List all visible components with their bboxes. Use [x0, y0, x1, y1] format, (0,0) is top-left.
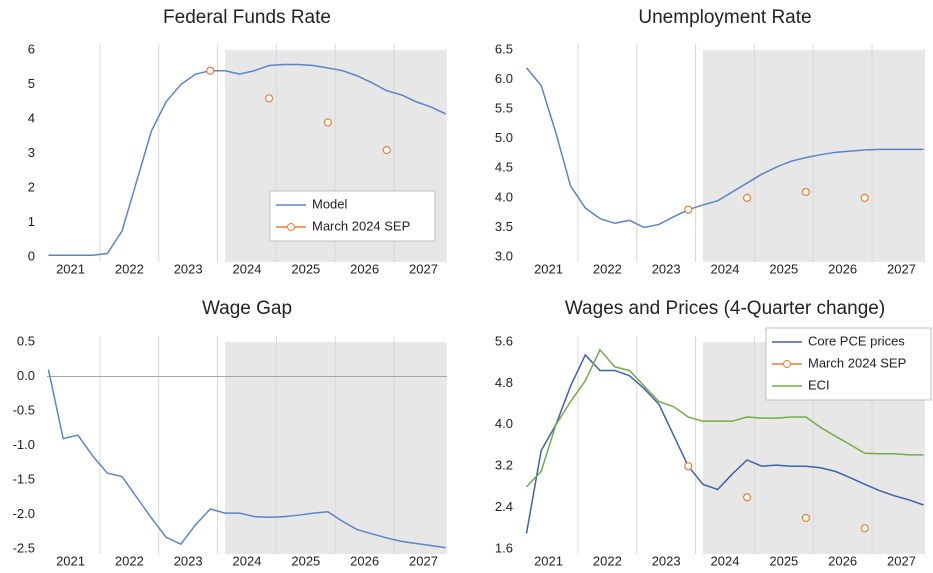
y-tick-label: 4.8: [495, 375, 513, 390]
y-tick-label: 4.5: [495, 160, 513, 175]
x-tick-label: 2027: [887, 553, 916, 568]
series-line: [47, 369, 446, 549]
y-tick-label: 4.0: [495, 189, 513, 204]
y-tick-label: 2.4: [495, 499, 513, 514]
panel-title: Federal Funds Rate: [163, 7, 331, 28]
sep-marker: [684, 205, 693, 214]
x-tick-label: 2021: [56, 261, 85, 276]
x-tick-label: 2025: [769, 261, 798, 276]
y-tick-label: 2: [28, 179, 35, 194]
x-tick-label: 2025: [769, 553, 798, 568]
x-tick-label: 2021: [534, 553, 563, 568]
x-tick-label: 2024: [711, 553, 740, 568]
y-tick-label: 3: [28, 145, 35, 160]
panel-title: Unemployment Rate: [638, 7, 811, 28]
x-tick-label: 2024: [233, 261, 262, 276]
y-tick-label: 6.5: [495, 41, 513, 56]
x-tick-label: 2022: [115, 261, 144, 276]
legend-label: ECI: [808, 377, 830, 392]
panel-title: Wage Gap: [202, 298, 292, 319]
x-tick-label: 2026: [350, 553, 379, 568]
sep-marker: [860, 193, 869, 202]
sep-marker: [323, 118, 332, 127]
panel-title: Wages and Prices (4-Quarter change): [565, 298, 885, 319]
legend-label: March 2024 SEP: [808, 355, 906, 370]
legend-marker: [287, 223, 295, 231]
x-tick-label: 2026: [828, 553, 857, 568]
x-tick-label: 2022: [593, 261, 622, 276]
legend-label: March 2024 SEP: [312, 218, 410, 233]
y-tick-label: 3.0: [495, 248, 513, 263]
forecast-shade: [224, 342, 447, 554]
sep-marker: [382, 145, 391, 155]
sep-marker: [742, 193, 752, 202]
x-tick-label: 2023: [652, 553, 681, 568]
x-tick-label: 2024: [711, 261, 740, 276]
series-line: [48, 63, 446, 257]
x-tick-label: 2027: [887, 261, 916, 276]
y-tick-label: 5.6: [495, 333, 513, 348]
x-tick-label: 2021: [56, 553, 85, 568]
y-tick-label: 6.0: [495, 71, 513, 86]
series-line: [525, 348, 924, 488]
x-tick-label: 2024: [233, 553, 262, 568]
sep-marker: [801, 513, 810, 523]
x-tick-label: 2026: [828, 261, 857, 276]
x-tick-label: 2023: [174, 261, 203, 276]
legend-box: [269, 190, 436, 242]
x-tick-label: 2026: [350, 261, 379, 276]
y-tick-label: -1.5: [13, 471, 35, 486]
sep-marker: [264, 94, 274, 103]
legend-box: [765, 327, 932, 401]
y-tick-label: 1.6: [495, 540, 513, 555]
y-tick-label: 0.0: [17, 368, 35, 383]
sep-marker: [742, 493, 752, 502]
sep-marker: [860, 524, 869, 533]
y-tick-label: 4.0: [495, 416, 513, 431]
series-line: [525, 67, 924, 229]
x-tick-label: 2021: [534, 261, 563, 276]
y-tick-label: 3.5: [495, 219, 513, 234]
x-tick-label: 2025: [291, 553, 320, 568]
y-tick-label: 5: [28, 76, 35, 91]
y-tick-label: 4: [28, 110, 35, 125]
y-tick-label: 0: [28, 248, 35, 263]
x-tick-label: 2027: [409, 261, 438, 276]
series-line: [525, 353, 924, 534]
y-tick-label: 6: [28, 41, 35, 56]
sep-marker: [684, 462, 693, 471]
x-tick-label: 2023: [652, 261, 681, 276]
y-tick-label: 5.0: [495, 130, 513, 145]
y-tick-label: 3.2: [495, 458, 513, 473]
y-tick-label: -1.0: [13, 437, 35, 452]
y-tick-label: -2.0: [13, 506, 35, 521]
x-tick-label: 2022: [593, 553, 622, 568]
y-tick-label: -0.5: [13, 402, 35, 417]
legend-label: Model: [312, 196, 348, 211]
x-tick-label: 2022: [115, 553, 144, 568]
x-tick-label: 2027: [409, 553, 438, 568]
legend-label: Core PCE prices: [808, 333, 905, 348]
y-tick-label: 5.5: [495, 101, 513, 116]
y-tick-label: -2.5: [13, 540, 35, 555]
legend-marker: [783, 360, 791, 368]
sep-marker: [801, 187, 810, 197]
x-tick-label: 2025: [291, 261, 320, 276]
y-tick-label: 0.5: [17, 333, 35, 348]
x-tick-label: 2023: [174, 553, 203, 568]
y-tick-label: 1: [28, 214, 35, 229]
sep-marker: [206, 66, 215, 75]
